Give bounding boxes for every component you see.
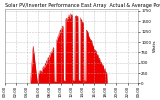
Text: Solar PV/Inverter Performance East Array  Actual & Average Power Output: Solar PV/Inverter Performance East Array… — [5, 3, 160, 8]
Y-axis label: Watts: Watts — [153, 40, 157, 52]
